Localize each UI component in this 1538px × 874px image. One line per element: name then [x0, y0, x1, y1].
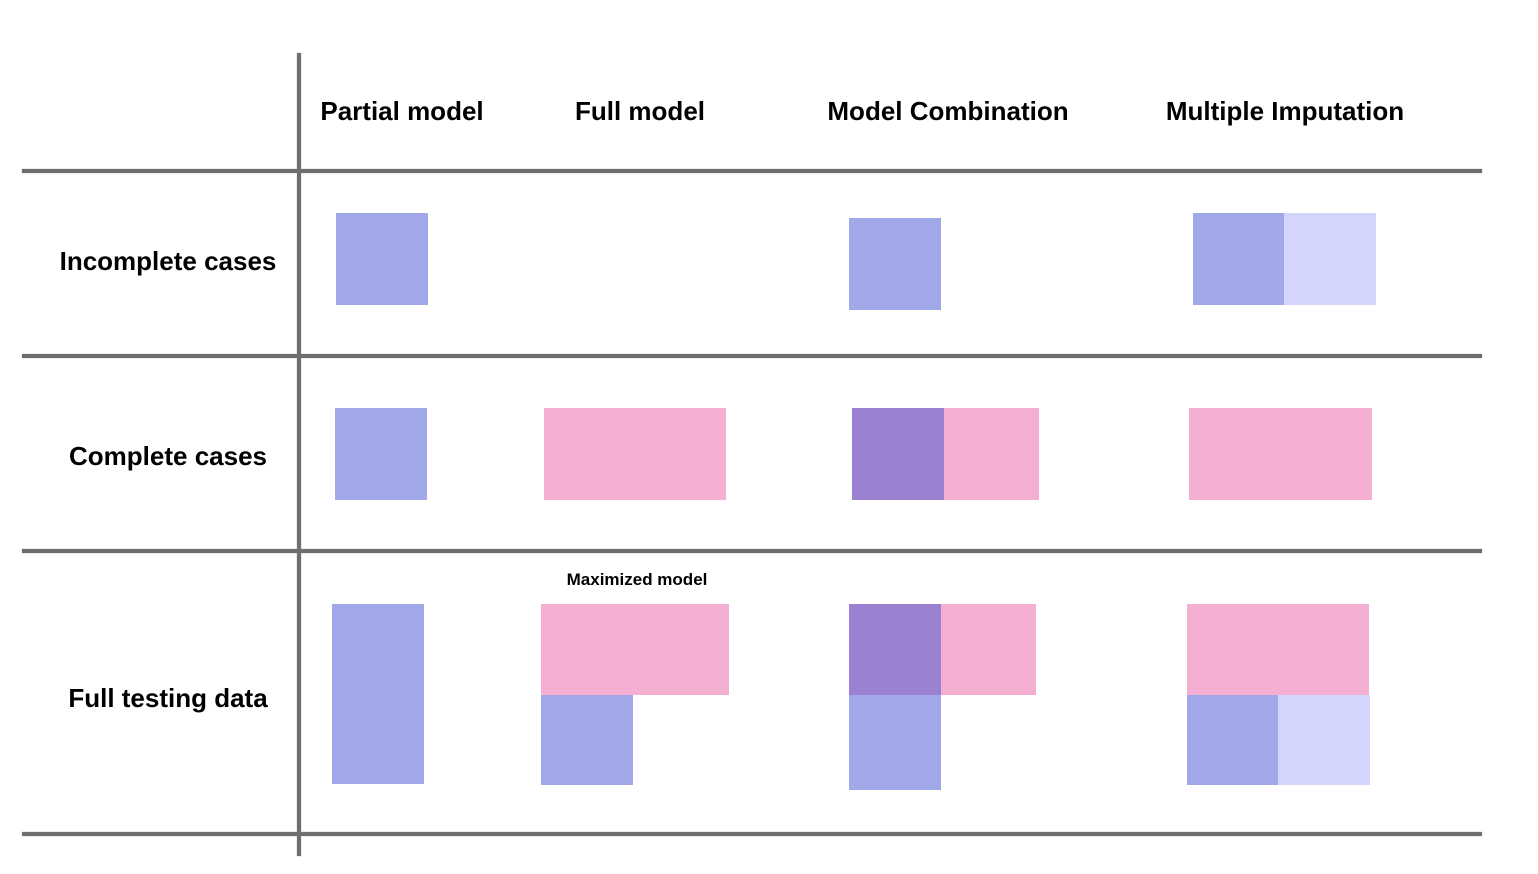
complete-imputation-pink-block: [1189, 408, 1372, 500]
incomplete-imputation-blue-block: [1193, 213, 1284, 305]
column-header-model-combination: Model Combination: [827, 96, 1069, 126]
full-combination-pink-block: [941, 604, 1036, 695]
incomplete-partial-blue-block: [336, 213, 428, 305]
full-combination-purple-block: [849, 604, 941, 695]
column-header-full-model: Full model: [575, 96, 705, 126]
bottom-divider: [22, 832, 1482, 836]
full-combination-blue-block: [849, 695, 941, 790]
complete-full-pink-block: [544, 408, 726, 500]
full-imputation-pink-block: [1187, 604, 1369, 695]
vertical-divider: [297, 53, 301, 856]
header-divider: [22, 169, 1482, 173]
full-imputation-lightblue-block: [1278, 695, 1370, 785]
row-divider-2: [22, 549, 1482, 553]
incomplete-imputation-lightblue-block: [1284, 213, 1376, 305]
full-imputation-blue-block: [1187, 695, 1278, 785]
complete-combination-purple-block: [852, 408, 944, 500]
complete-partial-blue-block: [335, 408, 427, 500]
column-header-partial-model: Partial model: [320, 96, 484, 126]
maximized-model-label: Maximized model: [566, 570, 708, 589]
full-full-blue-block: [541, 695, 633, 785]
row-divider-1: [22, 354, 1482, 358]
full-full-pink-block: [541, 604, 729, 695]
incomplete-combination-blue-block: [849, 218, 941, 310]
row-header-incomplete-cases: Incomplete cases: [59, 246, 277, 276]
column-header-multiple-imputation: Multiple Imputation: [1165, 96, 1405, 126]
complete-combination-pink-block: [944, 408, 1039, 500]
row-header-complete-cases: Complete cases: [69, 441, 267, 471]
full-partial-blue-block: [332, 604, 424, 784]
row-header-full-testing-data: Full testing data: [68, 683, 268, 713]
